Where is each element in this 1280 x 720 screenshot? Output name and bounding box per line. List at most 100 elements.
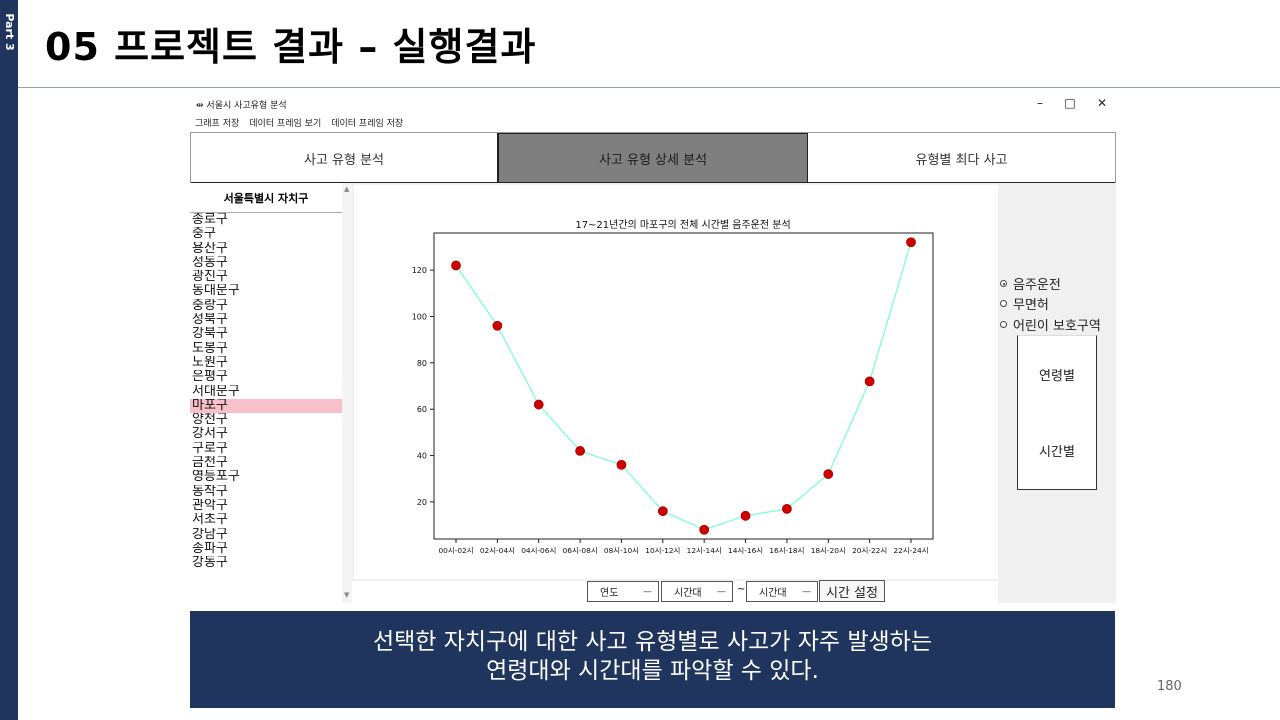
by-time-button[interactable]: 시간별 bbox=[1017, 412, 1097, 490]
banner-line-2: 연령대와 시간대를 파악할 수 있다. bbox=[486, 658, 819, 684]
district-scrollbar[interactable]: ▲ ▼ bbox=[342, 183, 352, 603]
scroll-down-icon[interactable]: ▼ bbox=[344, 591, 350, 599]
district-item[interactable]: 도봉구 bbox=[192, 341, 228, 356]
district-item[interactable]: 용산구 bbox=[192, 241, 228, 256]
summary-banner: 선택한 자치구에 대한 사고 유형별로 사고가 자주 발생하는 연령대와 시간대… bbox=[190, 611, 1115, 708]
tab-accident-type-analysis[interactable]: 사고 유형 분석 bbox=[190, 133, 498, 183]
district-item[interactable]: 동작구 bbox=[192, 484, 228, 499]
app-window: ⇹ 서울시 사고유형 분석 – □ ✕ 그래프 저장 데이터 프레임 보기 데이… bbox=[190, 94, 1116, 604]
set-time-button[interactable]: 시간 설정 bbox=[819, 580, 885, 602]
dropdown-arrow-icon: — bbox=[802, 586, 811, 597]
data-point bbox=[699, 524, 710, 535]
district-item[interactable]: 강남구 bbox=[192, 527, 228, 542]
x-tick-label: 04시-06시 bbox=[521, 546, 556, 555]
filter-controls: 연도 — 시간대 — ~ 시간대 — 시간 설정 bbox=[190, 580, 1116, 603]
radio-label: 무면허 bbox=[1013, 298, 1049, 313]
data-point bbox=[657, 506, 668, 517]
data-point bbox=[782, 503, 792, 514]
district-item[interactable]: 강동구 bbox=[192, 556, 228, 571]
data-point bbox=[740, 510, 751, 521]
series-drunk-driving bbox=[451, 237, 916, 535]
district-item[interactable]: 은평구 bbox=[192, 370, 228, 385]
menu-save-graph[interactable]: 그래프 저장 bbox=[195, 119, 240, 129]
x-tick-label: 08시-10시 bbox=[604, 546, 639, 555]
radio-label: 어린이 보호구역 bbox=[1013, 319, 1101, 334]
district-item[interactable]: 송파구 bbox=[192, 541, 228, 556]
x-tick-label: 20시-22시 bbox=[852, 546, 887, 555]
data-point bbox=[864, 376, 875, 387]
radio-unlicensed[interactable]: 무면허 bbox=[1000, 294, 1049, 313]
district-item[interactable]: 서초구 bbox=[192, 513, 228, 528]
scroll-up-icon[interactable]: ▲ bbox=[344, 185, 350, 193]
tab-accident-type-detail[interactable]: 사고 유형 상세 분석 bbox=[498, 133, 808, 183]
tab-top-accidents-by-type[interactable]: 유형별 최다 사고 bbox=[808, 133, 1116, 183]
menu-save-dataframe[interactable]: 데이터 프레임 저장 bbox=[331, 119, 404, 129]
app-feather-icon: ⇹ bbox=[196, 101, 204, 111]
page-number: 180 bbox=[1157, 679, 1182, 694]
district-item[interactable]: 성동구 bbox=[192, 255, 228, 270]
y-tick-label: 80 bbox=[417, 359, 427, 368]
district-item[interactable]: 서대문구 bbox=[192, 384, 240, 399]
radio-label: 음주운전 bbox=[1013, 278, 1061, 293]
district-list: 종로구 중구 용산구 성동구 광진구 동대문구 중랑구 성북구 강북구 도봉구 노원구 은평구 서대문구… bbox=[190, 213, 342, 570]
chart-canvas: 17~21년간의 마포구의 전체 시간별 음주운전 분석 20 40 60 80 100… bbox=[354, 185, 998, 579]
district-item[interactable]: 성북구 bbox=[192, 313, 228, 328]
district-list-header: 서울특별시 자치구 bbox=[190, 183, 342, 213]
radio-checked-icon bbox=[1000, 280, 1007, 287]
data-point bbox=[533, 399, 544, 410]
menu-bar: 그래프 저장 데이터 프레임 보기 데이터 프레임 저장 bbox=[195, 116, 403, 129]
district-item[interactable]: 동대문구 bbox=[192, 284, 240, 299]
district-item[interactable]: 강서구 bbox=[192, 427, 228, 442]
time-to-dropdown[interactable]: 시간대 — bbox=[746, 581, 818, 602]
district-item[interactable]: 양천구 bbox=[192, 413, 228, 428]
minimize-button[interactable]: – bbox=[1037, 96, 1043, 110]
slide-title: 05 프로젝트 결과 – 실행결과 bbox=[45, 25, 537, 69]
district-item[interactable]: 중랑구 bbox=[192, 298, 228, 313]
x-axis: 00시-02시 02시-04시 04시-06시 06시-08시 08시-10시 10시-1… bbox=[438, 539, 929, 555]
maximize-button[interactable]: □ bbox=[1064, 96, 1076, 110]
x-tick-label: 18시-20시 bbox=[811, 546, 846, 555]
district-item[interactable]: 광진구 bbox=[192, 270, 228, 285]
data-point bbox=[906, 237, 916, 248]
data-point bbox=[823, 469, 834, 479]
district-item[interactable]: 종로구 bbox=[192, 213, 228, 227]
year-dropdown-label: 연도 bbox=[600, 588, 619, 599]
y-tick-label: 60 bbox=[417, 405, 427, 414]
district-item[interactable]: 구로구 bbox=[192, 441, 228, 456]
dropdown-arrow-icon: — bbox=[643, 586, 652, 597]
part-label: Part 3 bbox=[3, 13, 16, 51]
by-age-button[interactable]: 연령별 bbox=[1017, 335, 1097, 413]
x-tick-label: 00시-02시 bbox=[438, 546, 473, 555]
district-item[interactable]: 강북구 bbox=[192, 327, 228, 342]
y-tick-label: 120 bbox=[412, 266, 427, 275]
year-dropdown[interactable]: 연도 — bbox=[587, 581, 659, 602]
x-tick-label: 10시-12시 bbox=[645, 546, 680, 555]
district-item[interactable]: 금천구 bbox=[192, 456, 228, 471]
chart-title: 17~21년간의 마포구의 전체 시간별 음주운전 분석 bbox=[575, 219, 790, 231]
district-item[interactable]: 마포구 bbox=[190, 398, 342, 414]
close-button[interactable]: ✕ bbox=[1096, 96, 1108, 110]
y-tick-label: 40 bbox=[417, 452, 427, 461]
line-chart: 17~21년간의 마포구의 전체 시간별 음주운전 분석 20 40 60 80 100… bbox=[412, 219, 934, 555]
time-from-dropdown[interactable]: 시간대 — bbox=[661, 581, 733, 602]
radio-unchecked-icon bbox=[1000, 300, 1007, 307]
left-accent-bar: Part 3 bbox=[0, 0, 18, 720]
radio-school-zone[interactable]: 어린이 보호구역 bbox=[1000, 315, 1101, 334]
data-point bbox=[616, 459, 627, 470]
y-tick-label: 100 bbox=[412, 312, 427, 321]
district-item[interactable]: 영등포구 bbox=[192, 470, 240, 485]
district-item[interactable]: 관악구 bbox=[192, 498, 228, 513]
x-tick-label: 14시-16시 bbox=[728, 546, 763, 555]
plot-frame bbox=[433, 232, 934, 540]
district-item[interactable]: 중구 bbox=[192, 227, 216, 242]
radio-drunk-driving[interactable]: 음주운전 bbox=[1000, 274, 1061, 293]
time-to-label: 시간대 bbox=[759, 588, 787, 599]
tab-bar: 사고 유형 분석 사고 유형 상세 분석 유형별 최다 사고 bbox=[190, 132, 1116, 183]
data-point bbox=[492, 320, 503, 331]
data-point bbox=[451, 260, 461, 271]
banner-line-1: 선택한 자치구에 대한 사고 유형별로 사고가 자주 발생하는 bbox=[372, 629, 933, 655]
menu-view-dataframe[interactable]: 데이터 프레임 보기 bbox=[249, 119, 322, 129]
district-item[interactable]: 노원구 bbox=[192, 355, 228, 370]
y-tick-label: 20 bbox=[417, 498, 427, 507]
x-tick-label: 06시-08시 bbox=[563, 546, 598, 555]
